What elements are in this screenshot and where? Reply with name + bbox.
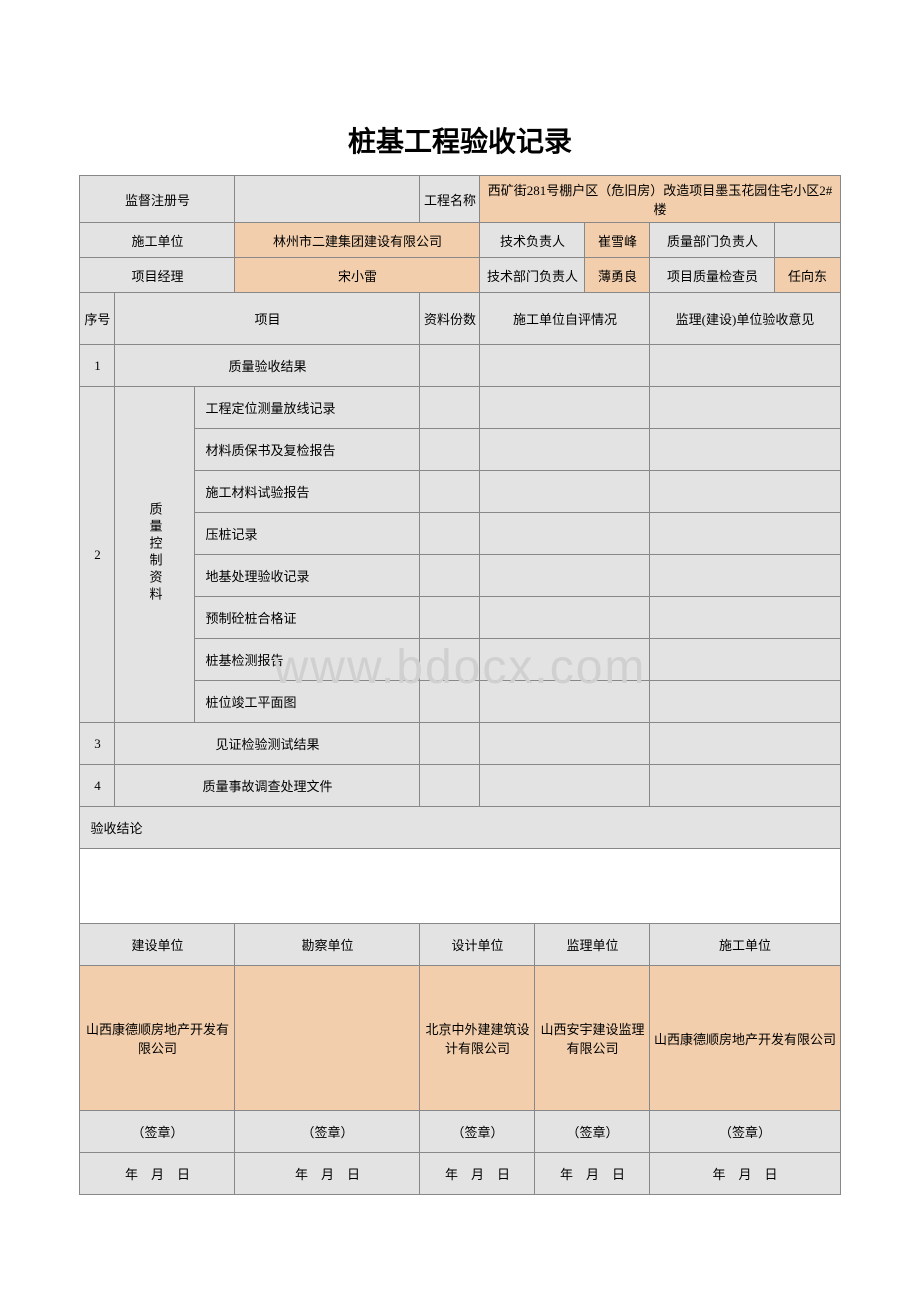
cell bbox=[480, 723, 650, 765]
item-2-7: 桩基检测报告 bbox=[195, 639, 420, 681]
cell bbox=[650, 471, 840, 513]
project-manager-value: 宋小雷 bbox=[235, 258, 480, 293]
unit-col2-value bbox=[235, 966, 420, 1111]
cell bbox=[650, 681, 840, 723]
tech-dept-leader-value: 薄勇良 bbox=[585, 258, 650, 293]
conclusion-label: 验收结论 bbox=[80, 807, 840, 849]
construction-unit-label: 施工单位 bbox=[80, 223, 235, 258]
col-item: 项目 bbox=[115, 293, 420, 345]
date-2: 年 月 日 bbox=[235, 1153, 420, 1195]
item-2-8: 桩位竣工平面图 bbox=[195, 681, 420, 723]
date-4: 年 月 日 bbox=[535, 1153, 650, 1195]
cell bbox=[650, 555, 840, 597]
project-manager-label: 项目经理 bbox=[80, 258, 235, 293]
seal-1: （签章） bbox=[80, 1111, 235, 1153]
item-4: 质量事故调查处理文件 bbox=[115, 765, 420, 807]
seal-2: （签章） bbox=[235, 1111, 420, 1153]
item-3: 见证检验测试结果 bbox=[115, 723, 420, 765]
cell bbox=[650, 765, 840, 807]
item-1: 质量验收结果 bbox=[115, 345, 420, 387]
cell bbox=[480, 471, 650, 513]
col-doc-count: 资料份数 bbox=[420, 293, 480, 345]
cell bbox=[650, 387, 840, 429]
cell bbox=[420, 555, 480, 597]
page-title: 桩基工程验收记录 bbox=[0, 0, 920, 175]
cell bbox=[480, 597, 650, 639]
construction-unit-value: 林州市二建集团建设有限公司 bbox=[235, 223, 480, 258]
date-1: 年 月 日 bbox=[80, 1153, 235, 1195]
item-2-2: 材料质保书及复检报告 bbox=[195, 429, 420, 471]
unit-col3-value: 北京中外建建筑设计有限公司 bbox=[420, 966, 535, 1111]
seal-3: （签章） bbox=[420, 1111, 535, 1153]
project-name-value: 西矿街281号棚户区（危旧房）改造项目墨玉花园住宅小区2#楼 bbox=[480, 176, 840, 223]
cell bbox=[420, 471, 480, 513]
seq-3: 3 bbox=[80, 723, 115, 765]
conclusion-blank bbox=[80, 849, 840, 924]
item-2-1: 工程定位测量放线记录 bbox=[195, 387, 420, 429]
cell bbox=[420, 429, 480, 471]
unit-col2-label: 勘察单位 bbox=[235, 924, 420, 966]
seq-1: 1 bbox=[80, 345, 115, 387]
seal-4: （签章） bbox=[535, 1111, 650, 1153]
seq-4: 4 bbox=[80, 765, 115, 807]
cell bbox=[480, 429, 650, 471]
item-2-6: 预制砼桩合格证 bbox=[195, 597, 420, 639]
item-2-4: 压桩记录 bbox=[195, 513, 420, 555]
tech-leader-value: 崔雪峰 bbox=[585, 223, 650, 258]
seq-2: 2 bbox=[80, 387, 115, 723]
date-3: 年 月 日 bbox=[420, 1153, 535, 1195]
cell bbox=[420, 723, 480, 765]
cell bbox=[480, 639, 650, 681]
col-self-eval: 施工单位自评情况 bbox=[480, 293, 650, 345]
unit-col3-label: 设计单位 bbox=[420, 924, 535, 966]
unit-col4-value: 山西安宇建设监理有限公司 bbox=[535, 966, 650, 1111]
record-table: 监督注册号 工程名称 西矿街281号棚户区（危旧房）改造项目墨玉花园住宅小区2#… bbox=[79, 175, 840, 1195]
cell bbox=[650, 597, 840, 639]
item-2-3: 施工材料试验报告 bbox=[195, 471, 420, 513]
unit-col4-label: 监理单位 bbox=[535, 924, 650, 966]
seal-5: （签章） bbox=[650, 1111, 840, 1153]
quality-inspector-value: 任向东 bbox=[775, 258, 840, 293]
quality-dept-leader-value bbox=[775, 223, 840, 258]
col-seq: 序号 bbox=[80, 293, 115, 345]
unit-col5-label: 施工单位 bbox=[650, 924, 840, 966]
cell bbox=[420, 513, 480, 555]
tech-dept-leader-label: 技术部门负责人 bbox=[480, 258, 585, 293]
cell bbox=[480, 513, 650, 555]
reg-no-label: 监督注册号 bbox=[80, 176, 235, 223]
cell bbox=[480, 387, 650, 429]
unit-col5-value: 山西康德顺房地产开发有限公司 bbox=[650, 966, 840, 1111]
cell bbox=[480, 765, 650, 807]
cell bbox=[480, 555, 650, 597]
cell bbox=[420, 387, 480, 429]
cell bbox=[420, 639, 480, 681]
cell bbox=[420, 345, 480, 387]
cell bbox=[420, 681, 480, 723]
cell bbox=[420, 765, 480, 807]
quality-inspector-label: 项目质量检查员 bbox=[650, 258, 775, 293]
group-2: 质量控制资料 bbox=[115, 387, 195, 723]
cell bbox=[480, 345, 650, 387]
cell bbox=[650, 429, 840, 471]
cell bbox=[480, 681, 650, 723]
item-2-5: 地基处理验收记录 bbox=[195, 555, 420, 597]
cell bbox=[650, 723, 840, 765]
unit-col1-label: 建设单位 bbox=[80, 924, 235, 966]
date-5: 年 月 日 bbox=[650, 1153, 840, 1195]
reg-no-value bbox=[235, 176, 420, 223]
cell bbox=[420, 597, 480, 639]
cell bbox=[650, 639, 840, 681]
project-name-label: 工程名称 bbox=[420, 176, 480, 223]
tech-leader-label: 技术负责人 bbox=[480, 223, 585, 258]
cell bbox=[650, 345, 840, 387]
col-supervisor: 监理(建设)单位验收意见 bbox=[650, 293, 840, 345]
quality-dept-leader-label: 质量部门负责人 bbox=[650, 223, 775, 258]
cell bbox=[650, 513, 840, 555]
unit-col1-value: 山西康德顺房地产开发有限公司 bbox=[80, 966, 235, 1111]
